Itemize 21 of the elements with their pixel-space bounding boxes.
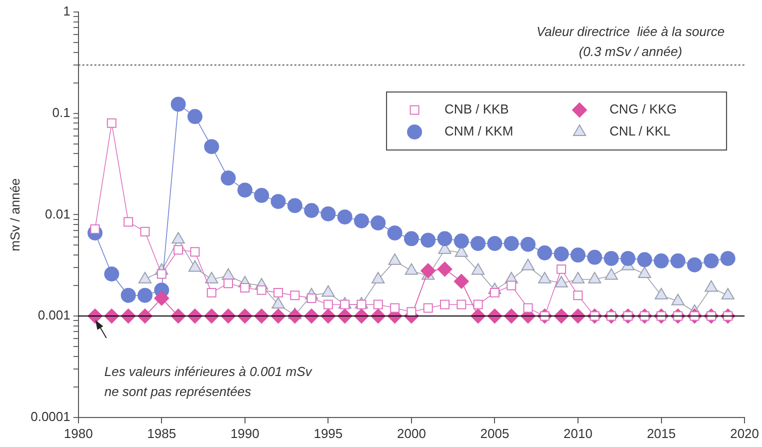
y-tick-label: 0.0001 (30, 408, 70, 424)
legend-label: CNG / KKG (610, 102, 677, 117)
legend-label: CNM / KKM (444, 124, 514, 139)
x-tick-label: 1985 (147, 426, 176, 441)
y-axis-title: mSv / année (7, 178, 22, 252)
x-tick-label: 2005 (480, 426, 510, 441)
x-tick-label: 2000 (396, 426, 426, 441)
y-tick-label: 0.001 (38, 308, 70, 323)
legend-label: CNB / KKB (444, 102, 509, 117)
x-tick-label: 1995 (314, 426, 343, 441)
legend-label: CNL / KKL (610, 124, 670, 139)
y-tick-label: 0.1 (52, 104, 70, 120)
annotation: Les valeurs inférieures à 0.001 mSv ne sont pas représentées (104, 364, 314, 400)
x-tick-label: 1990 (230, 426, 260, 441)
x-tick-label: 2015 (646, 426, 676, 441)
x-tick-label: 1980 (64, 426, 93, 441)
x-tick-label: 2010 (564, 426, 592, 441)
y-tick-label: 1 (63, 4, 70, 19)
ref-line-label: Valeur directrice liée à la source (0.3 mSv / année) (536, 24, 725, 60)
y-tick-label: 0.01 (45, 206, 70, 222)
x-tick-label: 2020 (730, 426, 759, 441)
